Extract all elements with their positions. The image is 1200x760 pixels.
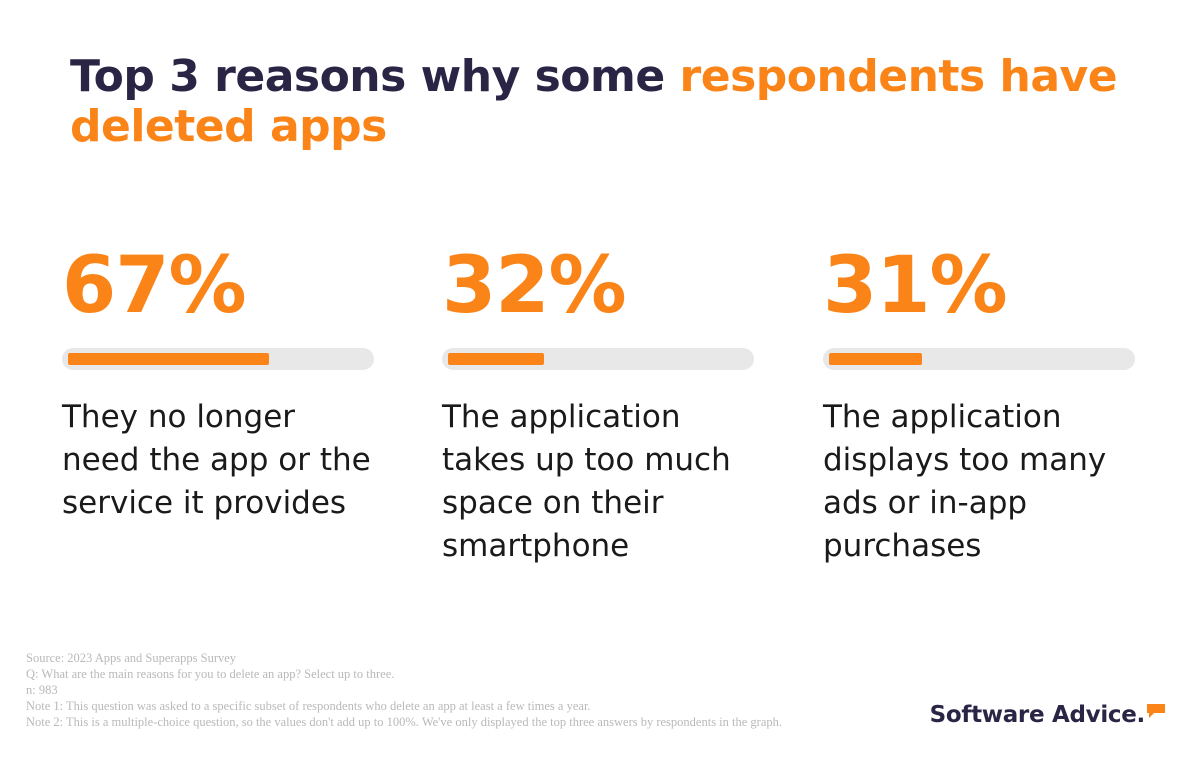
category-label: The application takes up too much space … xyxy=(442,399,731,564)
value-label: 67% xyxy=(62,241,247,331)
title-part-dark: Top 3 reasons why some xyxy=(70,51,680,102)
source-line: Source: 2023 Apps and Superapps Survey xyxy=(26,651,237,665)
note-2-line: Note 2: This is a multiple-choice questi… xyxy=(26,715,783,729)
stat-item-3: 31% The application displays too many ad… xyxy=(823,240,1153,568)
value-label: 31% xyxy=(823,241,1008,331)
title-part-accent: respondents have deleted apps xyxy=(70,51,1118,152)
category-label: The application displays too many ads or… xyxy=(823,399,1107,564)
bar xyxy=(829,353,922,365)
bar xyxy=(68,353,269,365)
chart-title: Top 3 reasons why some respondents have … xyxy=(70,52,1130,152)
bar-track xyxy=(62,348,374,370)
question-line: Q: What are the main reasons for you to … xyxy=(26,667,395,681)
value-label: 32% xyxy=(442,241,627,331)
stat-item-1: 67% They no longer need the app or the s… xyxy=(62,240,392,525)
bar xyxy=(448,353,544,365)
speech-bubble-icon xyxy=(1147,704,1165,718)
note-1-line: Note 1: This question was asked to a spe… xyxy=(26,699,591,713)
source-notes: Source: 2023 Apps and Superapps Survey Q… xyxy=(26,650,856,730)
brand-logo: Software Advice. xyxy=(930,702,1166,728)
bar-track xyxy=(823,348,1135,370)
brand-name: Software Advice. xyxy=(929,702,1146,728)
sample-size-line: n: 983 xyxy=(26,683,58,697)
category-label: They no longer need the app or the servi… xyxy=(62,399,371,521)
stat-item-2: 32% The application takes up too much sp… xyxy=(442,240,772,568)
bar-track xyxy=(442,348,754,370)
